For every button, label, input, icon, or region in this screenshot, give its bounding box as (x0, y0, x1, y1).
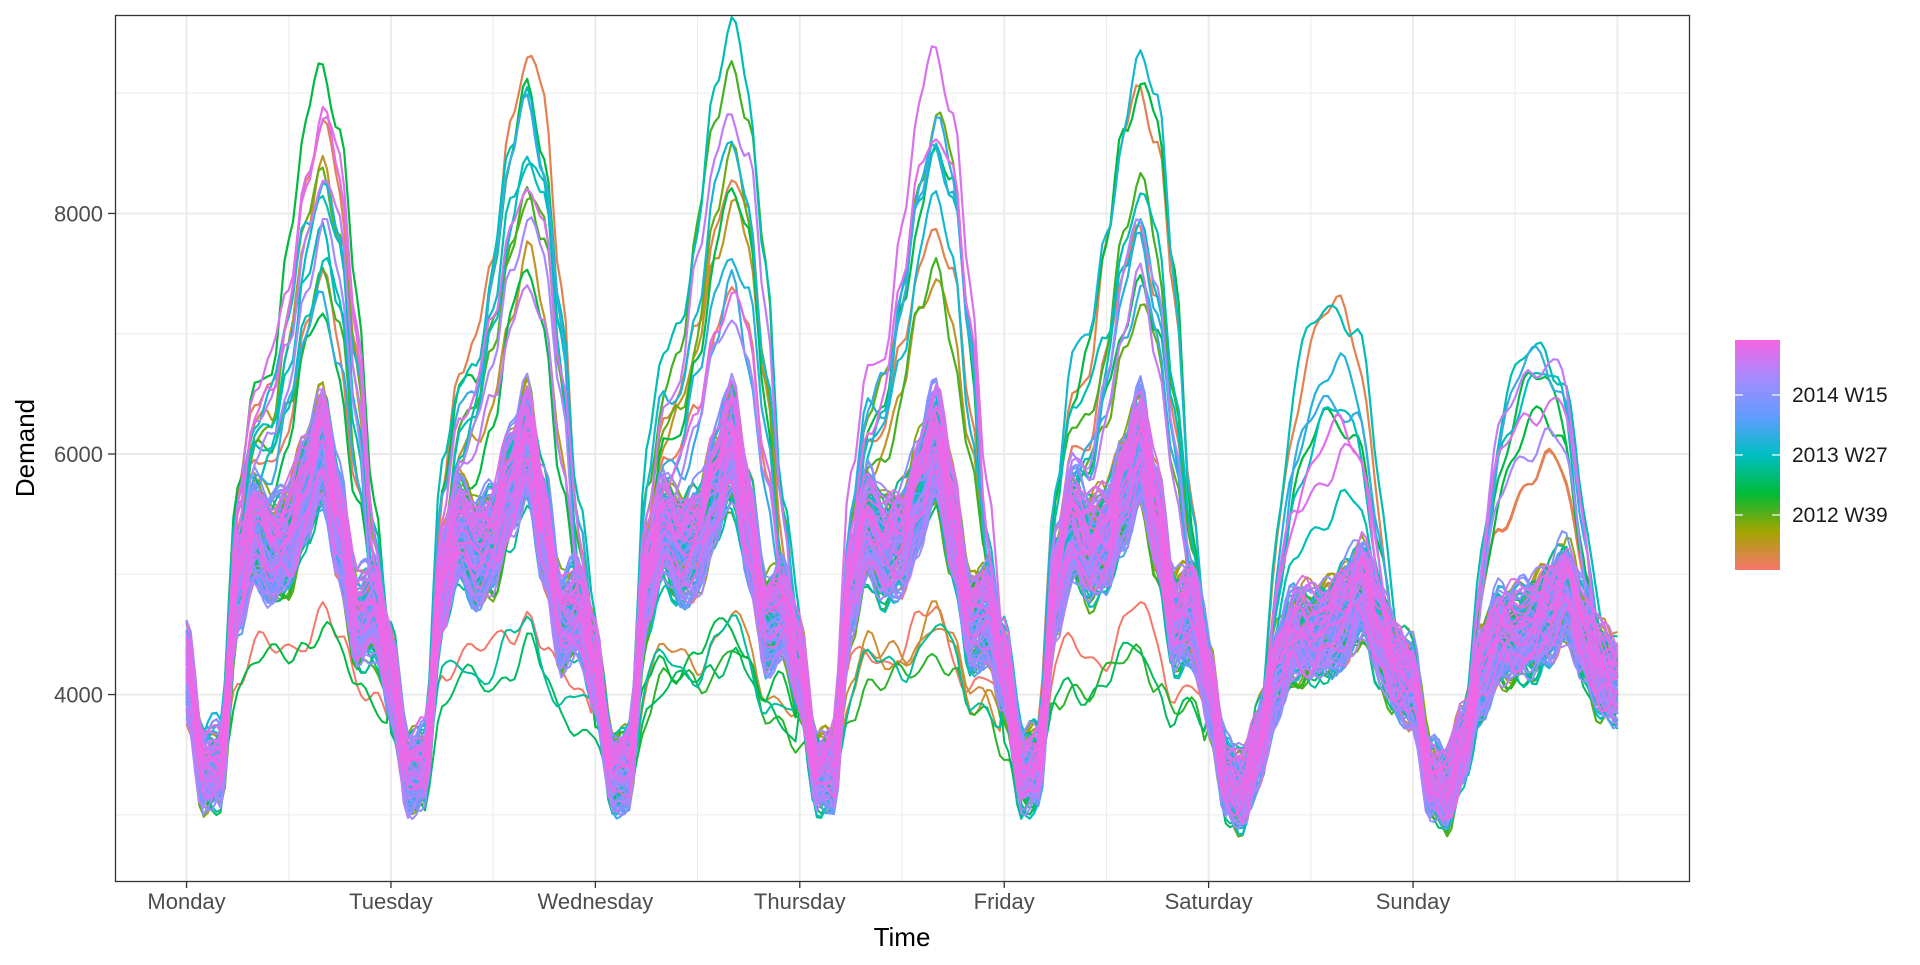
y-tick-label: 8000 (54, 201, 103, 226)
x-axis-title: Time (874, 922, 931, 952)
x-tick-label: Sunday (1376, 889, 1451, 914)
legend-label: 2014 W15 (1792, 384, 1888, 407)
x-tick-label: Friday (974, 889, 1035, 914)
legend-label: 2012 W39 (1792, 504, 1888, 527)
x-tick-label: Thursday (754, 889, 846, 914)
demand-series-line (185, 105, 1619, 822)
y-tick-label: 6000 (54, 442, 103, 467)
y-tick-label: 4000 (54, 683, 103, 708)
demand-series-line (185, 418, 1618, 784)
x-tick-label: Saturday (1165, 889, 1253, 914)
legend-label: 2013 W27 (1792, 444, 1888, 467)
legend: 2014 W15 2013 W27 2012 W39 (1735, 340, 1888, 570)
panel-border (114, 14, 1691, 883)
x-tick-label: Monday (147, 889, 225, 914)
demand-series-line (185, 45, 1619, 796)
x-tick-label: Wednesday (537, 889, 653, 914)
y-axis-title: Demand (10, 399, 40, 497)
x-tick-label: Tuesday (349, 889, 433, 914)
demand-series-line (185, 399, 1619, 801)
